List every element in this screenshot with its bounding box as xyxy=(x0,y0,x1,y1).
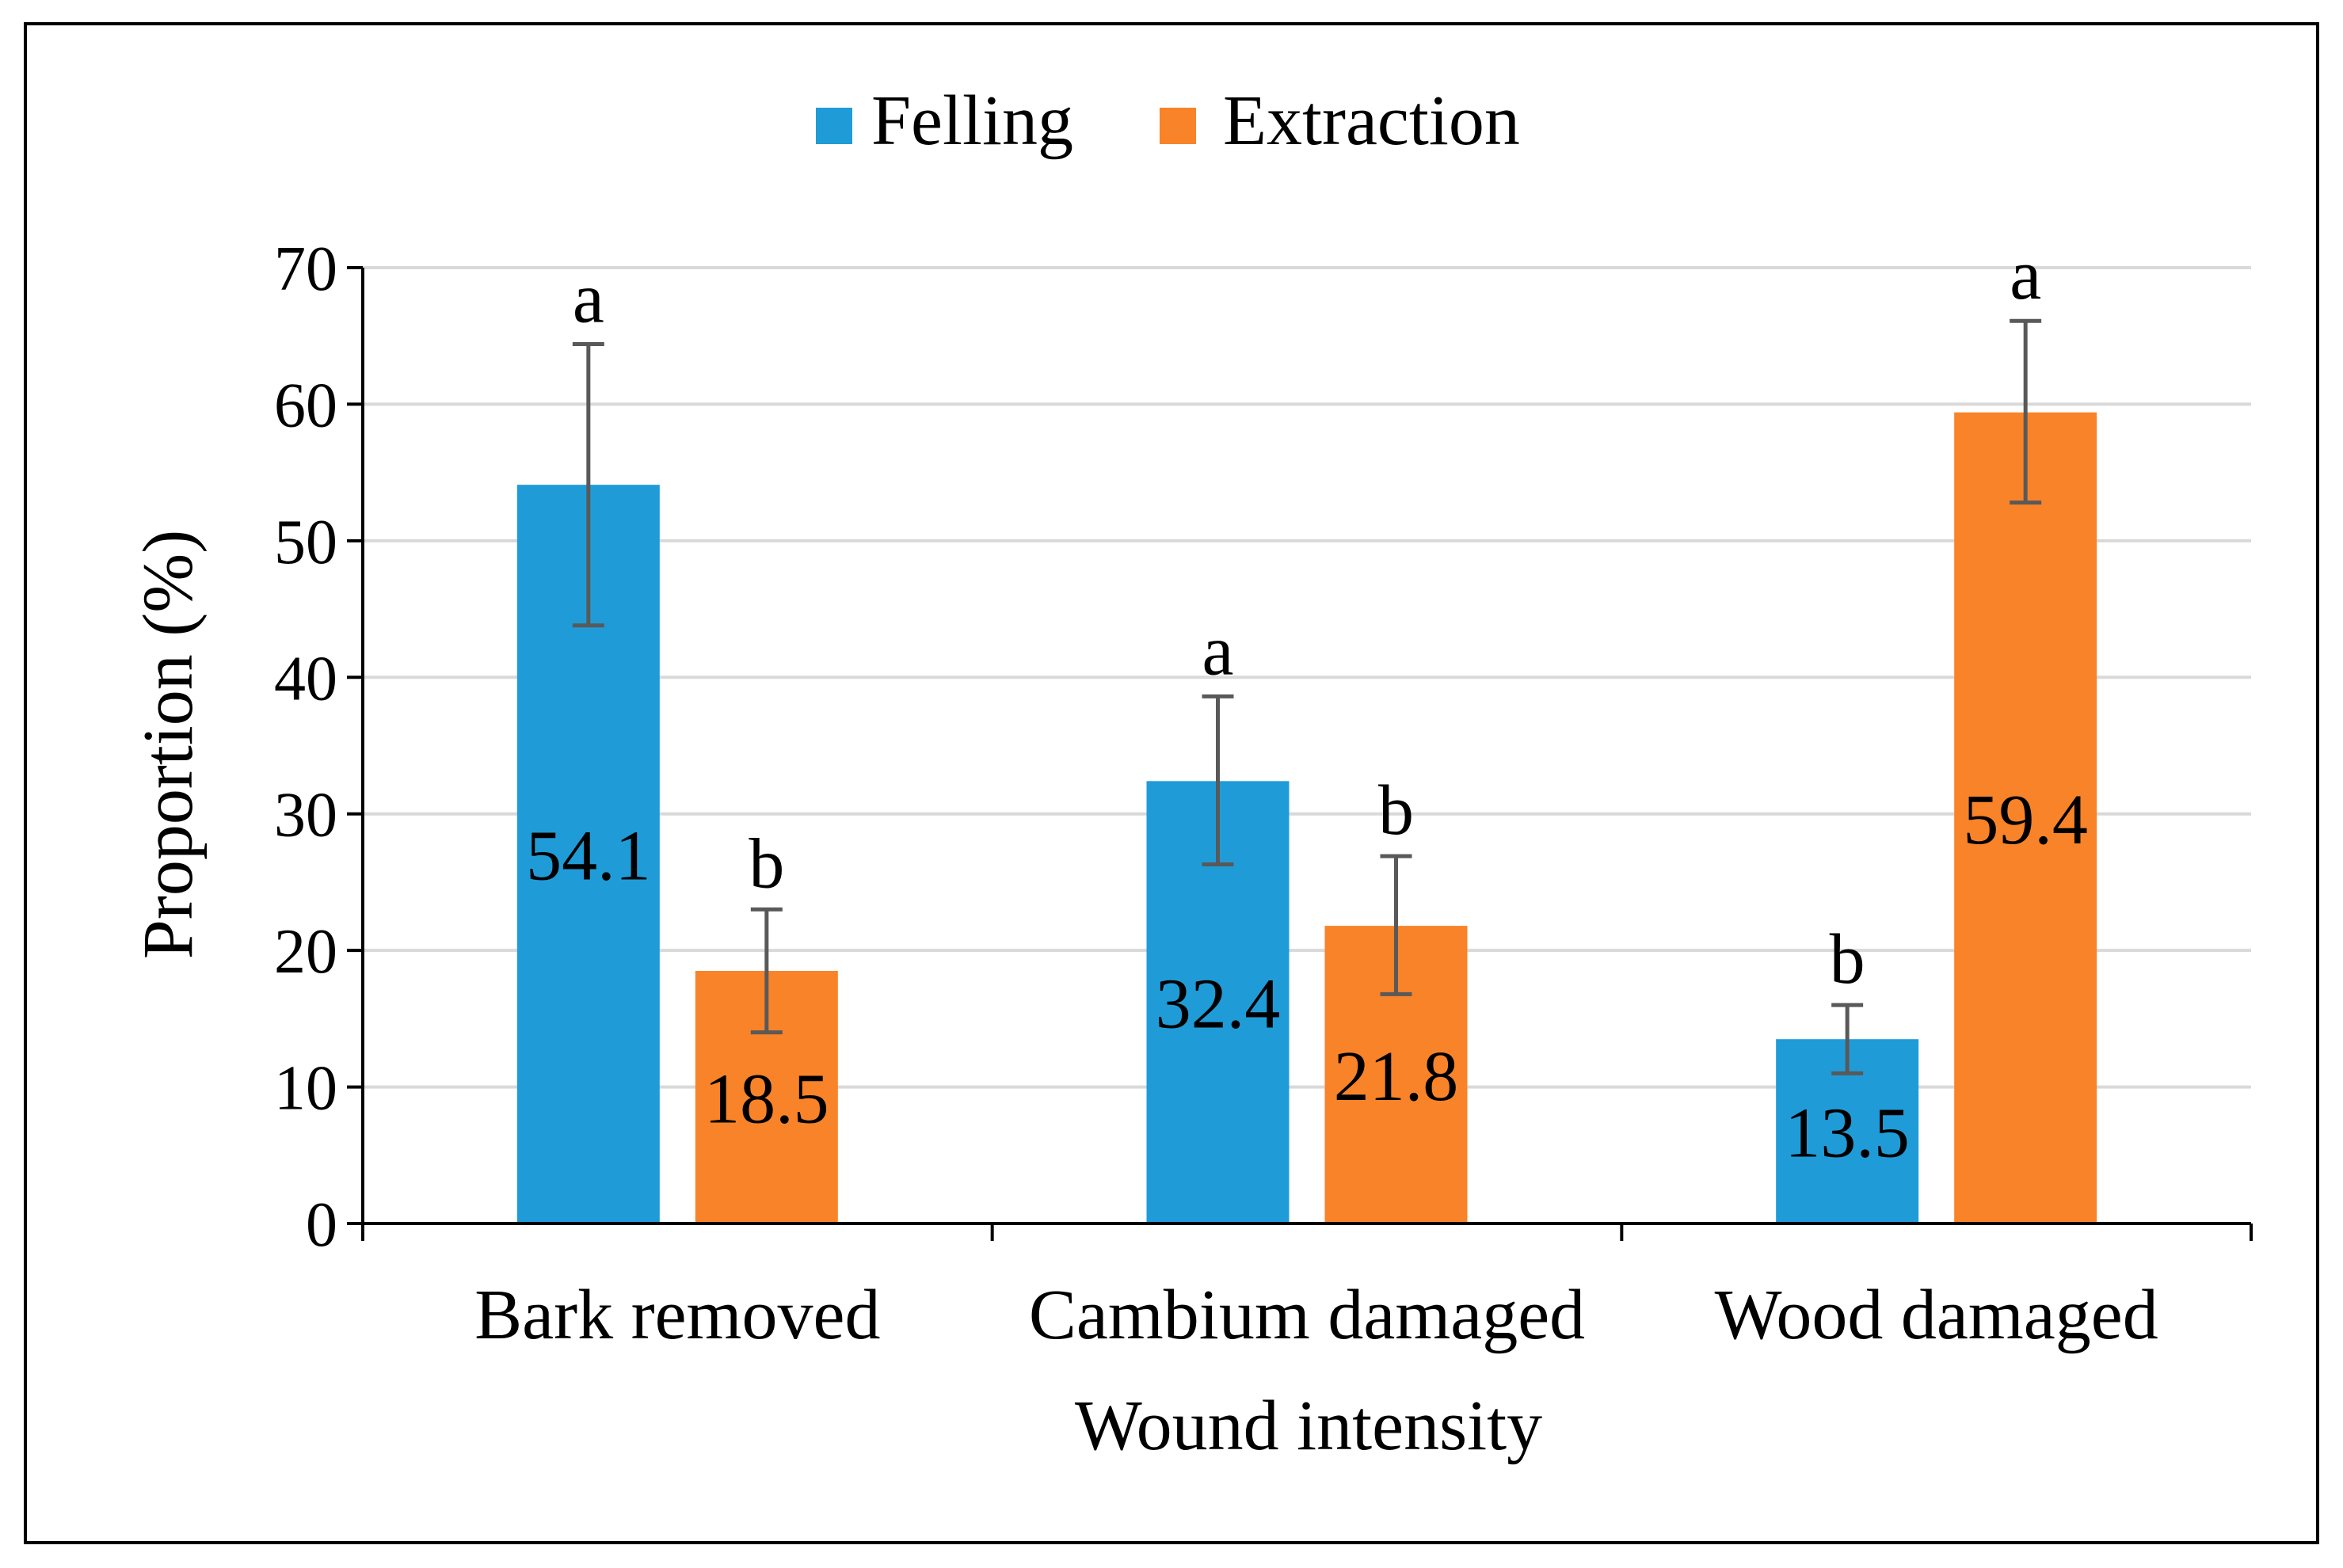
legend-label-extraction: Extraction xyxy=(1223,82,1520,160)
gridlines xyxy=(363,266,2251,1089)
bar-extraction-2 xyxy=(1954,412,2097,1224)
value-labels: 54.1 18.5 32.4 21.8 13.5 59.4 xyxy=(526,781,2088,1173)
legend-swatch-felling xyxy=(816,108,852,144)
value-label-felling-2: 13.5 xyxy=(1785,1094,1910,1173)
y-axis-title: Proportion (%) xyxy=(129,530,208,959)
value-label-felling-0: 54.1 xyxy=(526,817,651,896)
legend: Felling Extraction xyxy=(816,82,1520,160)
value-label-felling-1: 32.4 xyxy=(1156,965,1281,1044)
legend-swatch-extraction xyxy=(1160,108,1196,144)
x-tick-label-1: Cambium damaged xyxy=(1029,1276,1585,1354)
significance-letter-felling-2: b xyxy=(1830,920,1865,999)
x-tick-label-2: Wood damaged xyxy=(1715,1276,2158,1354)
significance-letters: a b a b b a xyxy=(573,236,2041,999)
significance-letter-felling-0: a xyxy=(573,260,604,338)
y-tick-label-0: 0 xyxy=(306,1190,337,1260)
legend-label-felling: Felling xyxy=(871,82,1073,160)
y-tick-label-20: 20 xyxy=(274,917,337,987)
y-tick-labels: 0 10 20 30 40 50 60 70 xyxy=(274,234,337,1260)
y-tick-label-10: 10 xyxy=(274,1054,337,1124)
value-label-extraction-1: 21.8 xyxy=(1334,1037,1459,1116)
y-tick-label-30: 30 xyxy=(274,781,337,851)
x-tick-label-0: Bark removed xyxy=(474,1276,880,1354)
significance-letter-extraction-2: a xyxy=(2010,236,2041,314)
y-tick-label-40: 40 xyxy=(274,644,337,714)
y-tick-label-50: 50 xyxy=(274,508,337,577)
y-tick-label-70: 70 xyxy=(274,234,337,304)
significance-letter-extraction-1: b xyxy=(1378,771,1414,850)
axes xyxy=(347,266,2253,1241)
significance-letter-felling-1: a xyxy=(1202,611,1234,690)
x-tick-labels: Bark removed Cambium damaged Wood damaged xyxy=(474,1276,2158,1354)
error-bars xyxy=(572,318,2042,1075)
value-label-extraction-0: 18.5 xyxy=(704,1060,829,1139)
value-label-extraction-2: 59.4 xyxy=(1963,781,2088,859)
y-tick-label-60: 60 xyxy=(274,371,337,440)
x-axis-title: Wound intensity xyxy=(1075,1387,1542,1465)
significance-letter-extraction-0: b xyxy=(749,824,784,903)
